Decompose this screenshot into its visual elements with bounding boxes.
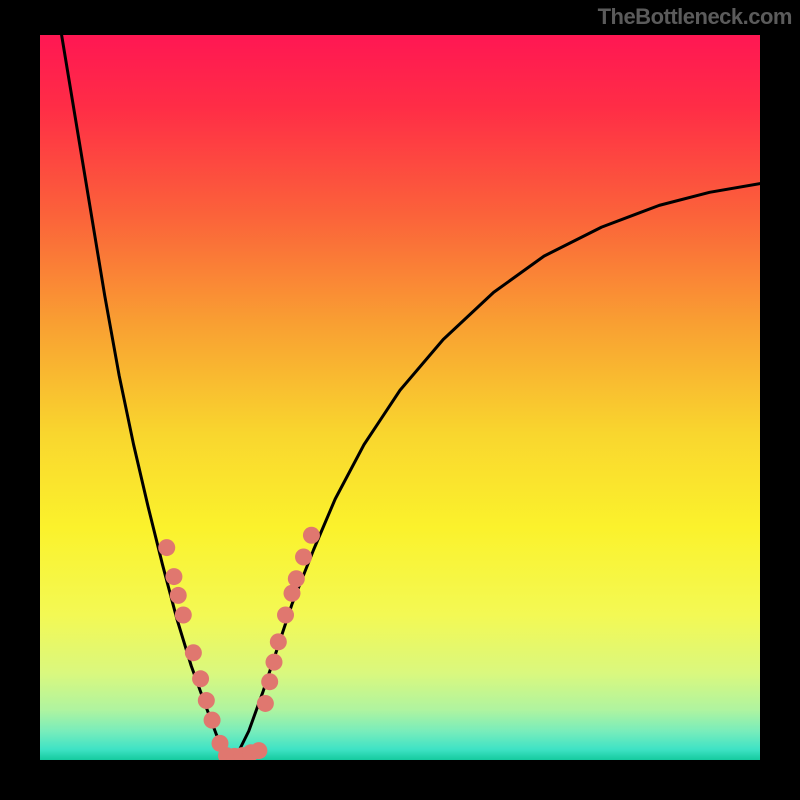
marker-right-1 <box>261 673 278 690</box>
marker-right-4 <box>277 607 294 624</box>
attribution-watermark: TheBottleneck.com <box>598 4 792 30</box>
marker-left-5 <box>192 670 209 687</box>
marker-left-4 <box>185 644 202 661</box>
plot-area <box>40 35 760 760</box>
stage: TheBottleneck.com <box>0 0 800 800</box>
marker-left-0 <box>158 539 175 556</box>
marker-right-2 <box>266 654 283 671</box>
marker-right-0 <box>257 695 274 712</box>
marker-bottom-4 <box>250 742 267 759</box>
curve-layer <box>40 35 760 760</box>
marker-right-8 <box>303 527 320 544</box>
marker-left-7 <box>204 712 221 729</box>
marker-right-6 <box>288 570 305 587</box>
marker-right-7 <box>295 549 312 566</box>
marker-right-3 <box>270 633 287 650</box>
bottleneck-curve-right <box>231 184 760 760</box>
marker-right-5 <box>284 585 301 602</box>
bottleneck-curve-left <box>62 35 231 760</box>
marker-left-3 <box>175 607 192 624</box>
marker-left-6 <box>198 692 215 709</box>
marker-left-2 <box>170 587 187 604</box>
marker-left-1 <box>165 568 182 585</box>
